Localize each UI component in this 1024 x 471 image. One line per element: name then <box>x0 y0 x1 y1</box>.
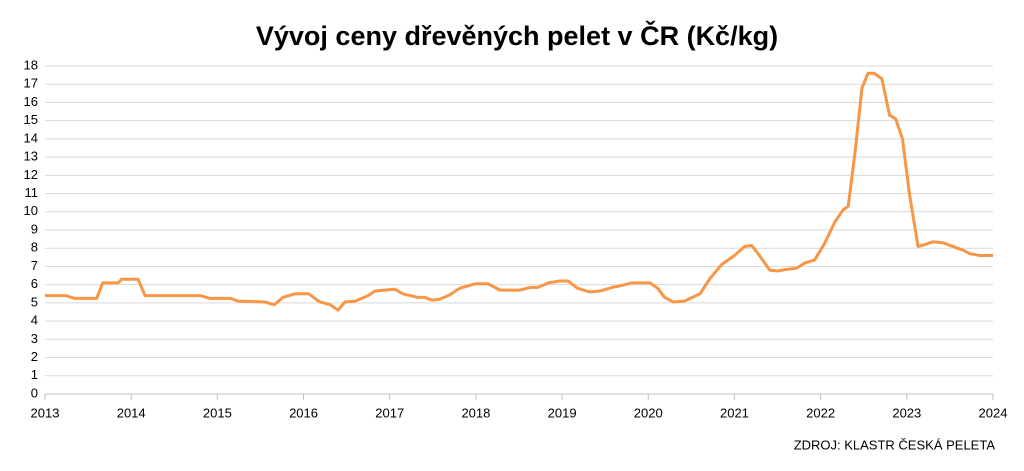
x-tick-label: 2015 <box>203 405 232 420</box>
y-tick-label: 14 <box>24 130 38 145</box>
data-line <box>45 71 993 312</box>
x-tick-label: 2013 <box>31 405 60 420</box>
y-tick-label: 13 <box>24 149 38 164</box>
y-tick-label: 6 <box>31 276 38 291</box>
y-tick-label: 7 <box>31 258 38 273</box>
y-tick-label: 3 <box>31 331 38 346</box>
x-tick-label: 2024 <box>979 405 1008 420</box>
y-tick-label: 17 <box>24 76 38 91</box>
y-tick-label: 4 <box>31 313 38 328</box>
x-tick-label: 2022 <box>806 405 835 420</box>
y-tick-label: 10 <box>24 203 38 218</box>
y-tick-label: 16 <box>24 94 38 109</box>
y-tick-label: 9 <box>31 221 38 236</box>
y-tick-label: 18 <box>24 57 38 72</box>
y-tick-label: 8 <box>31 240 38 255</box>
x-tick-label: 2016 <box>289 405 318 420</box>
x-tick-label: 2017 <box>375 405 404 420</box>
x-tick-label: 2020 <box>634 405 663 420</box>
x-tick-label: 2018 <box>461 405 490 420</box>
chart-title: Vývoj ceny dřevěných pelet v ČR (Kč/kg) <box>256 20 778 51</box>
y-tick-label: 1 <box>31 367 38 382</box>
y-tick-label: 2 <box>31 349 38 364</box>
x-tick-label: 2023 <box>892 405 921 420</box>
y-tick-label: 5 <box>31 294 38 309</box>
source-note: ZDROJ: KLASTR ČESKÁ PELETA <box>794 437 996 452</box>
y-tick-label: 0 <box>31 385 38 400</box>
x-tick-label: 2021 <box>720 405 749 420</box>
x-tick-label: 2019 <box>548 405 577 420</box>
x-tick-label: 2014 <box>117 405 146 420</box>
y-tick-label: 15 <box>24 112 38 127</box>
y-tick-label: 12 <box>24 167 38 182</box>
y-tick-label: 11 <box>25 185 39 200</box>
